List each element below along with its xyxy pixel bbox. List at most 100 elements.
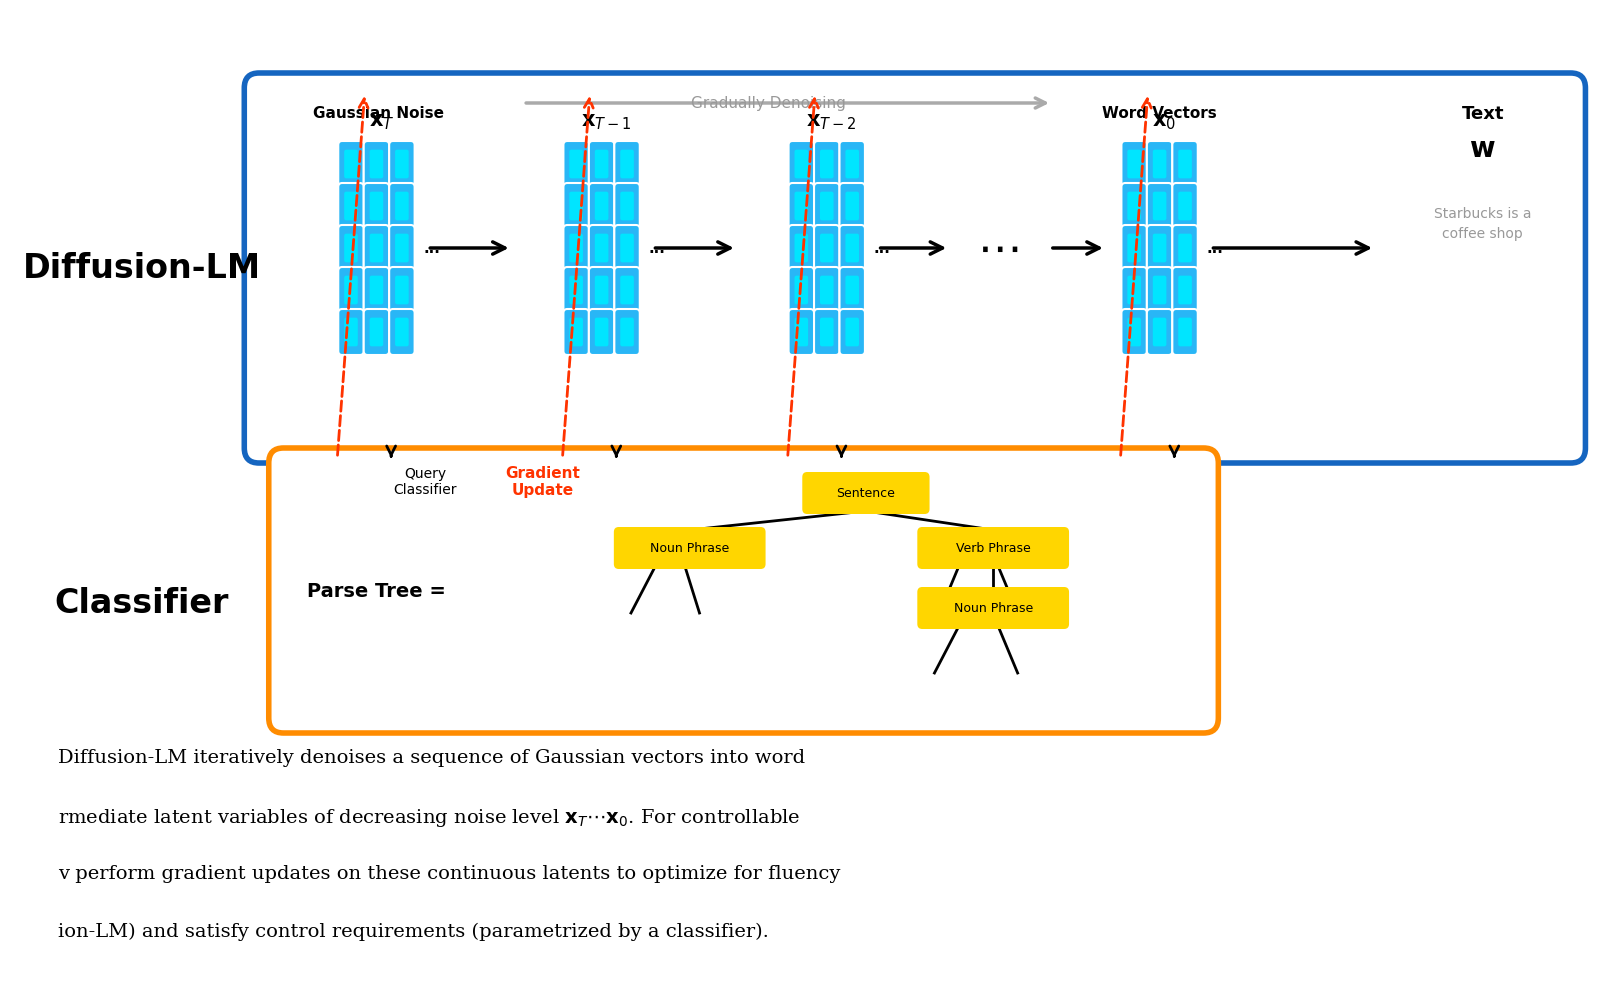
Text: $\mathbf{x}_T$: $\mathbf{x}_T$ [368, 112, 393, 131]
FancyBboxPatch shape [1146, 268, 1172, 314]
FancyBboxPatch shape [1120, 226, 1146, 272]
FancyBboxPatch shape [1178, 150, 1191, 180]
Text: $\mathbf{x}_{T-1}$: $\mathbf{x}_{T-1}$ [581, 112, 631, 131]
FancyBboxPatch shape [244, 74, 1584, 463]
FancyBboxPatch shape [814, 268, 839, 314]
FancyBboxPatch shape [794, 277, 807, 305]
FancyBboxPatch shape [1120, 141, 1146, 188]
FancyBboxPatch shape [395, 277, 408, 305]
FancyBboxPatch shape [594, 150, 608, 180]
FancyBboxPatch shape [594, 193, 608, 221]
FancyBboxPatch shape [343, 235, 358, 263]
FancyBboxPatch shape [1146, 310, 1172, 356]
FancyBboxPatch shape [369, 318, 384, 347]
FancyBboxPatch shape [1152, 277, 1165, 305]
FancyBboxPatch shape [916, 588, 1069, 629]
FancyBboxPatch shape [1172, 141, 1197, 188]
FancyBboxPatch shape [1152, 193, 1165, 221]
FancyBboxPatch shape [1152, 235, 1165, 263]
FancyBboxPatch shape [589, 184, 615, 230]
FancyBboxPatch shape [620, 150, 634, 180]
Text: ...: ... [648, 242, 664, 256]
FancyBboxPatch shape [1178, 193, 1191, 221]
FancyBboxPatch shape [839, 141, 865, 188]
FancyBboxPatch shape [615, 141, 639, 188]
FancyBboxPatch shape [343, 150, 358, 180]
FancyBboxPatch shape [363, 268, 388, 314]
FancyBboxPatch shape [594, 235, 608, 263]
FancyBboxPatch shape [1178, 277, 1191, 305]
FancyBboxPatch shape [844, 235, 859, 263]
Text: Noun Phrase: Noun Phrase [650, 542, 729, 555]
FancyBboxPatch shape [395, 235, 408, 263]
FancyBboxPatch shape [339, 141, 363, 188]
FancyBboxPatch shape [802, 472, 929, 515]
FancyBboxPatch shape [620, 193, 634, 221]
FancyBboxPatch shape [620, 277, 634, 305]
FancyBboxPatch shape [1127, 318, 1140, 347]
FancyBboxPatch shape [814, 226, 839, 272]
Text: $\mathbf{w}$: $\mathbf{w}$ [1469, 134, 1494, 162]
FancyBboxPatch shape [788, 268, 814, 314]
FancyBboxPatch shape [1120, 268, 1146, 314]
FancyBboxPatch shape [369, 150, 384, 180]
FancyBboxPatch shape [594, 318, 608, 347]
FancyBboxPatch shape [839, 310, 865, 356]
FancyBboxPatch shape [794, 235, 807, 263]
FancyBboxPatch shape [339, 226, 363, 272]
FancyBboxPatch shape [363, 184, 388, 230]
FancyBboxPatch shape [1178, 235, 1191, 263]
FancyBboxPatch shape [268, 448, 1218, 733]
FancyBboxPatch shape [1172, 226, 1197, 272]
FancyBboxPatch shape [1172, 268, 1197, 314]
FancyBboxPatch shape [1127, 277, 1140, 305]
FancyBboxPatch shape [570, 277, 583, 305]
FancyBboxPatch shape [339, 184, 363, 230]
FancyBboxPatch shape [844, 150, 859, 180]
FancyBboxPatch shape [820, 193, 833, 221]
FancyBboxPatch shape [916, 528, 1069, 570]
FancyBboxPatch shape [369, 277, 384, 305]
FancyBboxPatch shape [814, 310, 839, 356]
FancyBboxPatch shape [388, 268, 414, 314]
FancyBboxPatch shape [1172, 310, 1197, 356]
FancyBboxPatch shape [369, 193, 384, 221]
FancyBboxPatch shape [620, 235, 634, 263]
FancyBboxPatch shape [844, 277, 859, 305]
FancyBboxPatch shape [794, 193, 807, 221]
FancyBboxPatch shape [820, 318, 833, 347]
FancyBboxPatch shape [563, 310, 589, 356]
FancyBboxPatch shape [388, 141, 414, 188]
FancyBboxPatch shape [820, 235, 833, 263]
Text: Starbucks is a
coffee shop: Starbucks is a coffee shop [1433, 207, 1531, 241]
FancyBboxPatch shape [788, 141, 814, 188]
Text: Verb Phrase: Verb Phrase [955, 542, 1030, 555]
FancyBboxPatch shape [615, 226, 639, 272]
FancyBboxPatch shape [395, 150, 408, 180]
FancyBboxPatch shape [594, 277, 608, 305]
FancyBboxPatch shape [589, 310, 615, 356]
FancyBboxPatch shape [570, 150, 583, 180]
FancyBboxPatch shape [788, 184, 814, 230]
Text: Gaussian Noise: Gaussian Noise [313, 106, 443, 121]
FancyBboxPatch shape [615, 310, 639, 356]
FancyBboxPatch shape [589, 268, 615, 314]
FancyBboxPatch shape [844, 193, 859, 221]
FancyBboxPatch shape [388, 310, 414, 356]
Text: Noun Phrase: Noun Phrase [953, 602, 1032, 615]
FancyBboxPatch shape [570, 318, 583, 347]
FancyBboxPatch shape [1127, 193, 1140, 221]
FancyBboxPatch shape [1152, 318, 1165, 347]
Text: Diffusion-LM: Diffusion-LM [22, 252, 260, 285]
Text: Sentence: Sentence [836, 487, 896, 500]
Text: Gradient
Update: Gradient Update [506, 465, 579, 497]
Text: $\mathbf{x}_0$: $\mathbf{x}_0$ [1152, 112, 1176, 131]
FancyBboxPatch shape [369, 235, 384, 263]
FancyBboxPatch shape [1146, 226, 1172, 272]
FancyBboxPatch shape [589, 226, 615, 272]
FancyBboxPatch shape [820, 150, 833, 180]
FancyBboxPatch shape [615, 268, 639, 314]
FancyBboxPatch shape [589, 141, 615, 188]
FancyBboxPatch shape [363, 310, 388, 356]
FancyBboxPatch shape [794, 318, 807, 347]
